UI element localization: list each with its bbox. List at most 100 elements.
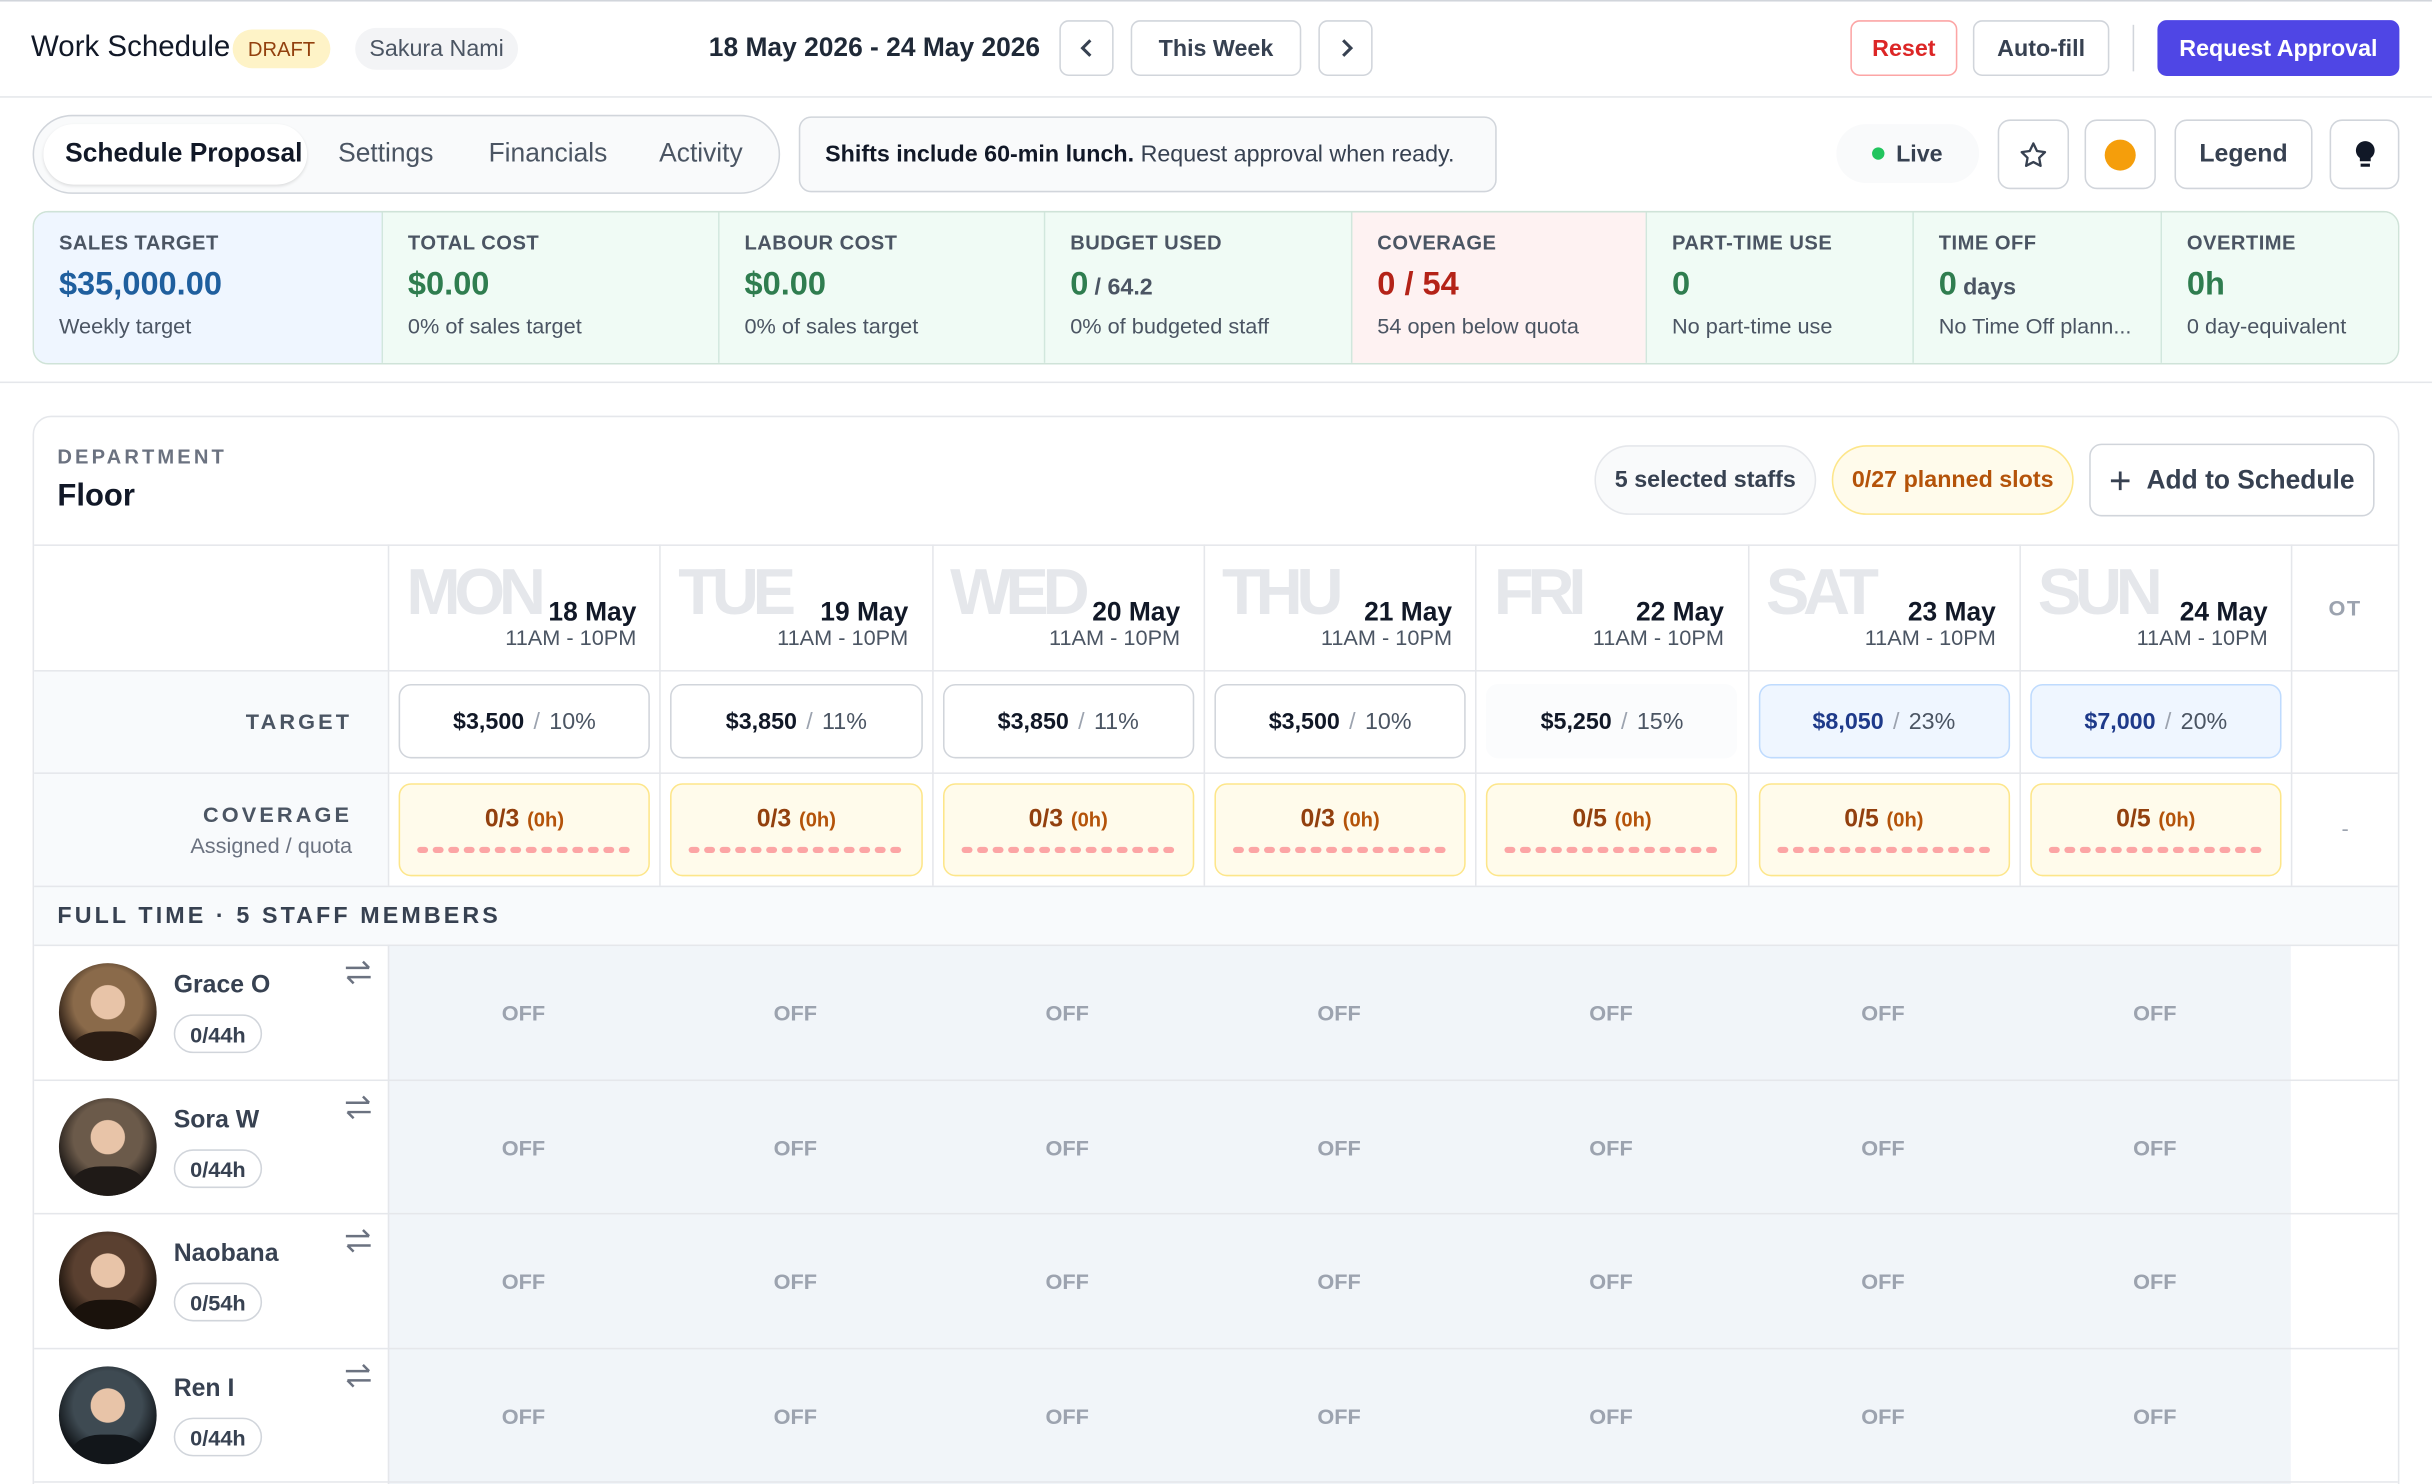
- coverage-pip: [479, 846, 491, 854]
- kpi-sub: Weekly target: [58, 313, 192, 339]
- day-coverage: 0/3 (0h): [1214, 783, 1466, 877]
- day-coverage: 0/3 (0h): [942, 783, 1195, 877]
- selected-staff[interactable]: 5 selected staffs: [1594, 445, 1817, 515]
- autofill-button[interactable]: Auto-fill: [1972, 20, 2110, 76]
- prev-week[interactable]: [1059, 20, 1114, 76]
- notice: Shifts include 60-min lunch. Request app…: [798, 116, 1497, 193]
- coverage-pip: [1675, 846, 1687, 854]
- swap-button[interactable]: [343, 960, 377, 988]
- reset-button[interactable]: Reset: [1850, 20, 1958, 76]
- coverage-hours: (0h): [2158, 808, 2196, 832]
- coverage-pip: [1038, 846, 1050, 854]
- coverage-hours: (0h): [1070, 808, 1108, 832]
- coverage-pip: [1823, 846, 1835, 854]
- avatar: [58, 1231, 157, 1330]
- legend-button[interactable]: Legend: [2174, 119, 2313, 190]
- department-card: [32, 415, 2400, 1484]
- swap-button[interactable]: [343, 1363, 377, 1391]
- target-separator: /: [1349, 708, 1356, 735]
- ot-coverage: -: [2341, 815, 2349, 841]
- kpi-number: 0: [1070, 266, 1089, 303]
- avatar: [58, 963, 157, 1061]
- day-hours: 11AM - 10PM: [777, 625, 909, 650]
- tab[interactable]: Activity: [659, 138, 743, 168]
- kpi-sub: 0% of sales target: [744, 313, 919, 339]
- favorite-button[interactable]: [1997, 119, 2070, 190]
- theme-button[interactable]: [2084, 119, 2156, 190]
- tab[interactable]: Financials: [488, 138, 608, 168]
- shift-cell: OFF: [773, 1403, 818, 1429]
- coverage-pip: [1341, 846, 1353, 854]
- target-pct: 23%: [1908, 708, 1956, 735]
- kpi-label: TIME OFF: [1938, 231, 2037, 255]
- kpi-sub: 0 day-equivalent: [2186, 313, 2347, 339]
- kpi-number: $0.00: [744, 266, 827, 303]
- col-line: [2019, 544, 2021, 886]
- day-coverage: 0/5 (0h): [2029, 783, 2282, 877]
- coverage-pip: [448, 846, 460, 854]
- day-coverage: 0/5 (0h): [1486, 783, 1738, 877]
- coverage-pip: [1644, 846, 1656, 854]
- day-abbr: SUN: [2037, 555, 2163, 629]
- page-title: Work Schedule: [31, 31, 231, 64]
- coverage-pip: [890, 846, 902, 854]
- target-pct: 10%: [549, 708, 596, 735]
- coverage-pip: [1387, 846, 1399, 854]
- kpi-value: 0 days: [1939, 267, 2136, 304]
- coverage-count: 0/3: [1028, 806, 1064, 833]
- kpi-number: 0h: [2186, 266, 2225, 303]
- day-target: $3,500 / 10%: [1214, 683, 1466, 759]
- shift-cell: OFF: [501, 1403, 546, 1429]
- coverage-count: 0/5: [1844, 806, 1879, 833]
- target-separator: /: [2164, 708, 2172, 735]
- swap-icon: [345, 960, 371, 985]
- this-week[interactable]: This Week: [1130, 20, 1302, 76]
- kpi-label: SALES TARGET: [58, 231, 219, 255]
- department-name: Floor: [57, 479, 135, 514]
- tab[interactable]: Settings: [338, 138, 434, 168]
- kpi-sub: 0% of budgeted staff: [1070, 313, 1270, 339]
- coverage-pip: [992, 846, 1003, 854]
- coverage-text: 0/3 (0h): [1216, 807, 1465, 835]
- staff-name: Sora W: [173, 1107, 260, 1134]
- status-badge: DRAFT: [232, 29, 331, 69]
- target-label: TARGET: [245, 708, 353, 734]
- coverage-pip: [1248, 846, 1260, 854]
- coverage-pip: [1792, 846, 1804, 854]
- date-range: 18 May 2026 - 24 May 2026: [708, 32, 1041, 63]
- kpi-value: 0h: [2187, 267, 2376, 304]
- swap-button[interactable]: [343, 1228, 377, 1256]
- coverage-pip: [1776, 846, 1788, 854]
- shift-cell: OFF: [773, 1000, 818, 1026]
- kpi-card: COVERAGE 0 / 54 54 open below quota: [1352, 212, 1648, 363]
- add-to-schedule[interactable]: Add to Schedule: [2089, 443, 2375, 517]
- day-abbr: THU: [1222, 555, 1344, 629]
- day-date: 21 May: [1364, 597, 1453, 627]
- coverage-pip: [541, 846, 553, 854]
- coverage-pip: [1854, 846, 1866, 854]
- day-date: 22 May: [1635, 597, 1724, 627]
- tab-bar: [32, 114, 781, 194]
- next-week[interactable]: [1318, 20, 1373, 76]
- coverage-pip: [2172, 846, 2184, 854]
- coverage-pip: [572, 846, 584, 854]
- coverage-pip: [1403, 846, 1415, 854]
- day-target: $3,500 / 10%: [398, 683, 651, 759]
- coverage-pip: [2141, 846, 2153, 854]
- shift-cell: OFF: [1317, 1135, 1361, 1161]
- target-amount: $5,250: [1540, 708, 1612, 735]
- shift-cell: OFF: [773, 1135, 818, 1161]
- staff-name: Ren I: [173, 1375, 235, 1403]
- swap-button[interactable]: [343, 1095, 377, 1123]
- shift-cell: OFF: [1317, 1000, 1361, 1026]
- coverage-pip: [1279, 846, 1291, 854]
- coverage-pip: [1690, 846, 1702, 854]
- row-line: [34, 1347, 2398, 1350]
- section-title: FULL TIME · 5 STAFF MEMBERS: [57, 902, 501, 930]
- coverage-pip: [1147, 846, 1158, 854]
- tab[interactable]: Schedule Proposal: [65, 138, 303, 168]
- tips-button[interactable]: [2329, 119, 2400, 190]
- request-approval[interactable]: Request Approval: [2157, 20, 2400, 76]
- coverage-pip: [859, 846, 871, 854]
- shift-cell: OFF: [501, 1268, 546, 1294]
